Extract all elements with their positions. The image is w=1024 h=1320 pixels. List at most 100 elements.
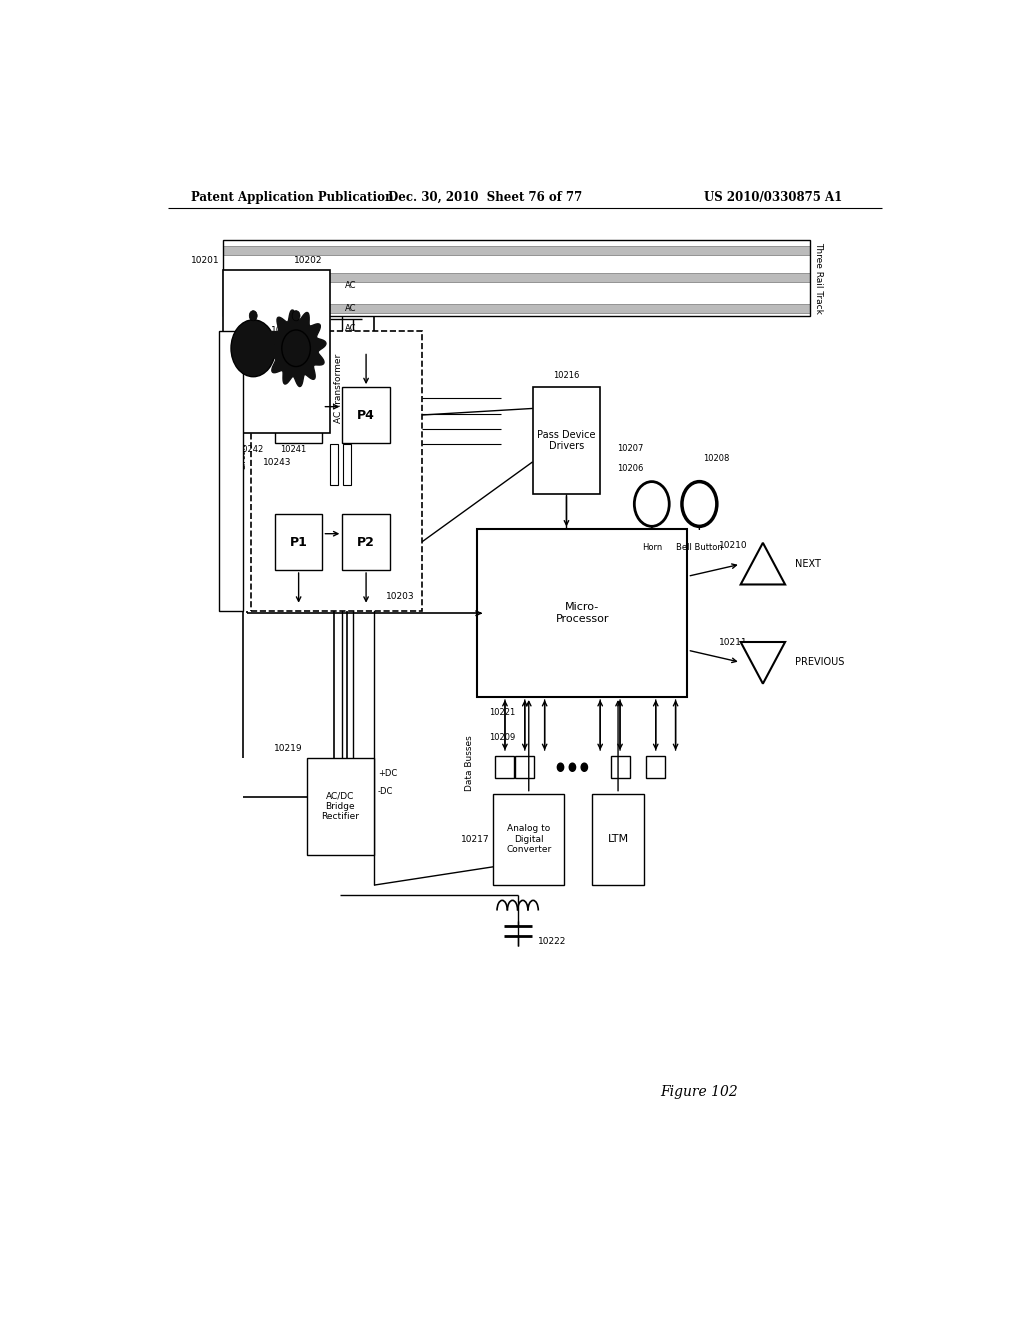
Text: 10221: 10221 <box>489 708 515 717</box>
Text: 10217: 10217 <box>461 834 489 843</box>
Text: P2: P2 <box>357 536 375 549</box>
FancyBboxPatch shape <box>592 793 644 886</box>
FancyBboxPatch shape <box>462 243 474 313</box>
Text: P3: P3 <box>290 409 307 421</box>
FancyBboxPatch shape <box>342 387 390 444</box>
FancyBboxPatch shape <box>344 243 356 313</box>
Text: 10210: 10210 <box>719 541 748 549</box>
Text: -DC: -DC <box>378 787 393 796</box>
Text: Figure 102: Figure 102 <box>660 1085 738 1098</box>
FancyBboxPatch shape <box>580 243 592 313</box>
Text: 10206: 10206 <box>617 465 644 474</box>
FancyBboxPatch shape <box>638 243 650 313</box>
Text: 10222: 10222 <box>538 936 566 945</box>
FancyBboxPatch shape <box>219 331 243 611</box>
FancyBboxPatch shape <box>384 243 395 313</box>
FancyBboxPatch shape <box>610 756 630 779</box>
FancyBboxPatch shape <box>223 273 811 282</box>
FancyBboxPatch shape <box>646 756 666 779</box>
Text: Pass Device
Drivers: Pass Device Drivers <box>538 429 596 451</box>
Circle shape <box>292 310 300 321</box>
FancyBboxPatch shape <box>677 243 689 313</box>
FancyBboxPatch shape <box>599 243 611 313</box>
FancyBboxPatch shape <box>247 243 259 313</box>
Text: 10208: 10208 <box>703 454 730 463</box>
Circle shape <box>682 482 717 527</box>
FancyBboxPatch shape <box>274 387 323 444</box>
FancyBboxPatch shape <box>274 515 323 570</box>
Text: AC: AC <box>344 304 356 313</box>
Text: PREVIOUS: PREVIOUS <box>795 657 844 668</box>
Text: 10212: 10212 <box>270 326 299 335</box>
FancyBboxPatch shape <box>494 793 564 886</box>
FancyBboxPatch shape <box>515 756 535 779</box>
FancyBboxPatch shape <box>423 243 435 313</box>
FancyBboxPatch shape <box>496 756 514 779</box>
FancyBboxPatch shape <box>501 243 513 313</box>
FancyBboxPatch shape <box>442 243 455 313</box>
Circle shape <box>582 763 588 771</box>
FancyBboxPatch shape <box>481 243 494 313</box>
FancyBboxPatch shape <box>403 243 416 313</box>
Text: P4: P4 <box>357 409 375 421</box>
Circle shape <box>634 482 670 527</box>
Text: 10215: 10215 <box>259 314 288 323</box>
FancyBboxPatch shape <box>325 243 337 313</box>
FancyBboxPatch shape <box>223 304 811 313</box>
Circle shape <box>231 319 275 376</box>
Text: 10219: 10219 <box>274 744 303 752</box>
FancyBboxPatch shape <box>266 243 279 313</box>
FancyBboxPatch shape <box>540 243 552 313</box>
Text: AC: AC <box>344 325 356 333</box>
Text: AC Transformer: AC Transformer <box>334 354 343 422</box>
Text: 10211: 10211 <box>719 638 748 647</box>
FancyBboxPatch shape <box>223 271 331 433</box>
FancyBboxPatch shape <box>775 243 787 313</box>
FancyBboxPatch shape <box>532 387 600 494</box>
Text: Active Bridge
Circuit: Active Bridge Circuit <box>227 442 247 499</box>
Text: +DC: +DC <box>378 768 397 777</box>
FancyBboxPatch shape <box>736 243 749 313</box>
Text: 10201: 10201 <box>190 256 219 265</box>
Text: 10243: 10243 <box>262 458 291 467</box>
Polygon shape <box>740 642 785 684</box>
FancyBboxPatch shape <box>618 243 631 313</box>
FancyBboxPatch shape <box>305 243 317 313</box>
Text: 10209: 10209 <box>489 733 515 742</box>
FancyBboxPatch shape <box>560 243 572 313</box>
Text: 10216: 10216 <box>553 371 580 380</box>
FancyBboxPatch shape <box>286 243 298 313</box>
FancyBboxPatch shape <box>306 758 374 854</box>
Text: 10207: 10207 <box>617 444 644 453</box>
Text: 10241: 10241 <box>280 445 306 454</box>
Text: 10202: 10202 <box>294 256 323 265</box>
Text: 10203: 10203 <box>386 593 415 602</box>
FancyBboxPatch shape <box>251 331 422 611</box>
Polygon shape <box>740 543 785 585</box>
FancyBboxPatch shape <box>227 243 240 313</box>
Text: Patent Application Publication: Patent Application Publication <box>191 190 394 203</box>
FancyBboxPatch shape <box>717 243 728 313</box>
FancyBboxPatch shape <box>795 243 807 313</box>
Text: AC/DC
Bridge
Rectifier: AC/DC Bridge Rectifier <box>322 792 359 821</box>
Text: Micro-
Processor: Micro- Processor <box>556 602 609 624</box>
FancyBboxPatch shape <box>364 243 376 313</box>
Text: AC: AC <box>344 281 356 289</box>
Text: P1: P1 <box>290 536 307 549</box>
Text: Dec. 30, 2010  Sheet 76 of 77: Dec. 30, 2010 Sheet 76 of 77 <box>388 190 583 203</box>
FancyBboxPatch shape <box>477 529 687 697</box>
FancyBboxPatch shape <box>756 243 768 313</box>
FancyBboxPatch shape <box>520 243 532 313</box>
Text: Analog to
Digital
Converter: Analog to Digital Converter <box>506 825 551 854</box>
FancyBboxPatch shape <box>223 246 811 255</box>
Polygon shape <box>266 310 326 387</box>
Text: NEXT: NEXT <box>795 560 820 569</box>
Text: Three Rail Track: Three Rail Track <box>814 242 823 314</box>
FancyBboxPatch shape <box>696 243 709 313</box>
Text: Bell Button: Bell Button <box>676 543 723 552</box>
Text: Data Busses: Data Busses <box>465 735 474 791</box>
Circle shape <box>569 763 575 771</box>
FancyBboxPatch shape <box>343 445 351 484</box>
Circle shape <box>282 330 310 367</box>
FancyBboxPatch shape <box>657 243 670 313</box>
